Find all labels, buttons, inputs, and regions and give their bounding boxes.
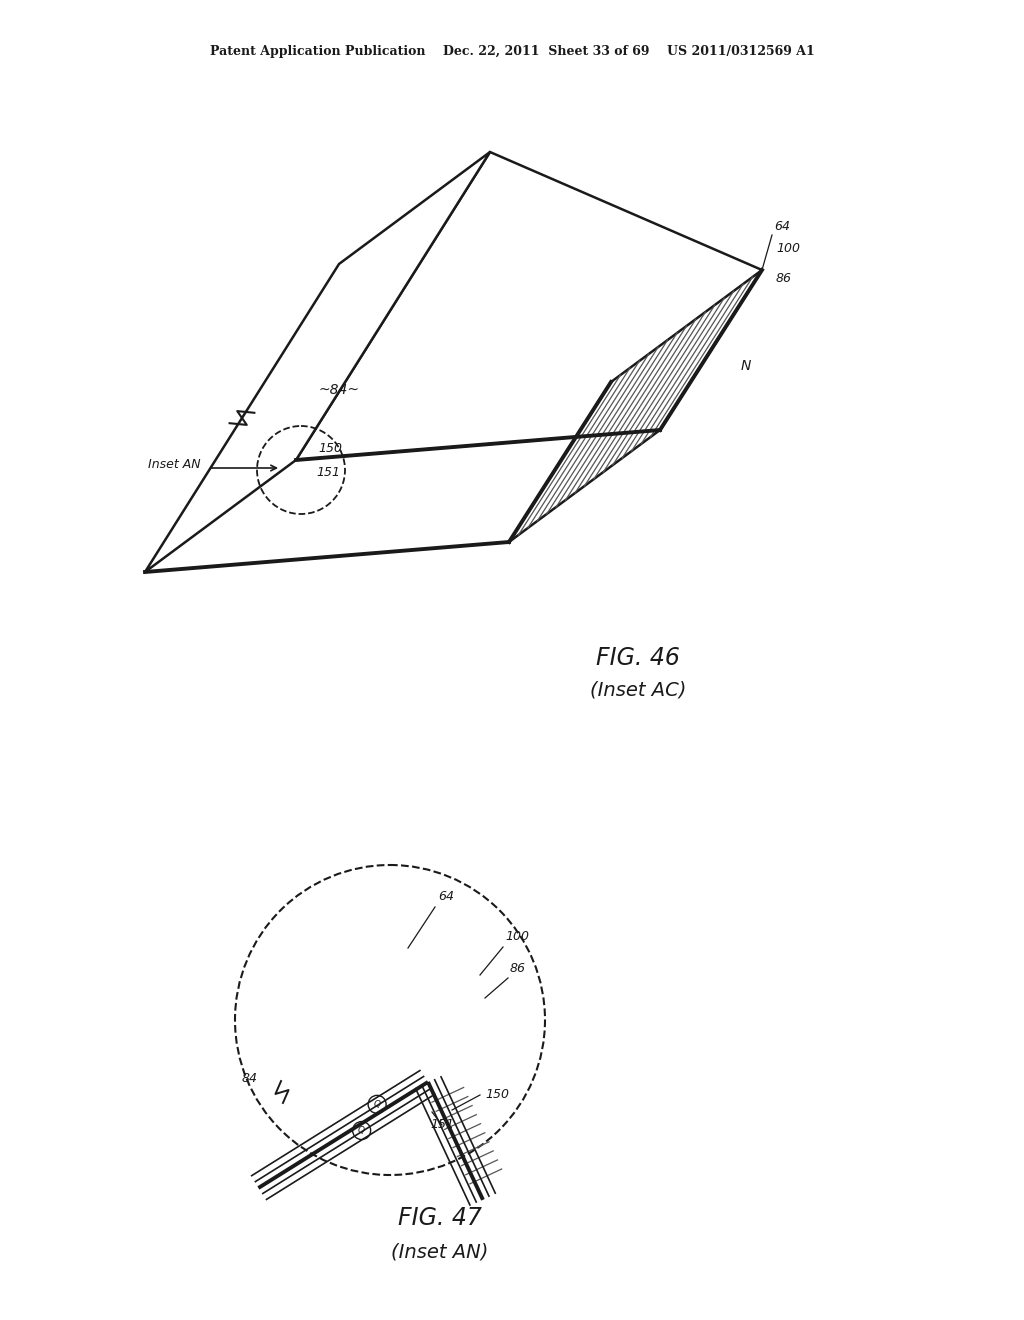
Text: 64: 64	[438, 890, 454, 903]
Text: Q: Q	[358, 1126, 366, 1135]
Text: ~84~: ~84~	[319, 383, 360, 397]
Text: 86: 86	[510, 962, 526, 975]
Text: 100: 100	[505, 931, 529, 942]
Text: 150: 150	[485, 1088, 509, 1101]
Text: (Inset AC): (Inset AC)	[590, 681, 686, 700]
Text: Q: Q	[374, 1100, 381, 1109]
Text: FIG. 46: FIG. 46	[596, 645, 680, 671]
Text: Inset AN: Inset AN	[148, 458, 201, 471]
Text: 64: 64	[774, 220, 790, 234]
Text: 151: 151	[316, 466, 340, 479]
Text: (Inset AN): (Inset AN)	[391, 1242, 488, 1262]
Text: 86: 86	[776, 272, 792, 285]
Polygon shape	[296, 152, 762, 459]
Text: FIG. 47: FIG. 47	[398, 1206, 482, 1230]
Text: N: N	[741, 359, 752, 374]
Text: Patent Application Publication    Dec. 22, 2011  Sheet 33 of 69    US 2011/03125: Patent Application Publication Dec. 22, …	[210, 45, 814, 58]
Text: 150: 150	[318, 442, 342, 455]
Polygon shape	[509, 271, 762, 543]
Polygon shape	[145, 152, 490, 572]
Text: 84: 84	[242, 1072, 258, 1085]
Text: 100: 100	[776, 242, 800, 255]
Text: 151: 151	[430, 1118, 454, 1131]
